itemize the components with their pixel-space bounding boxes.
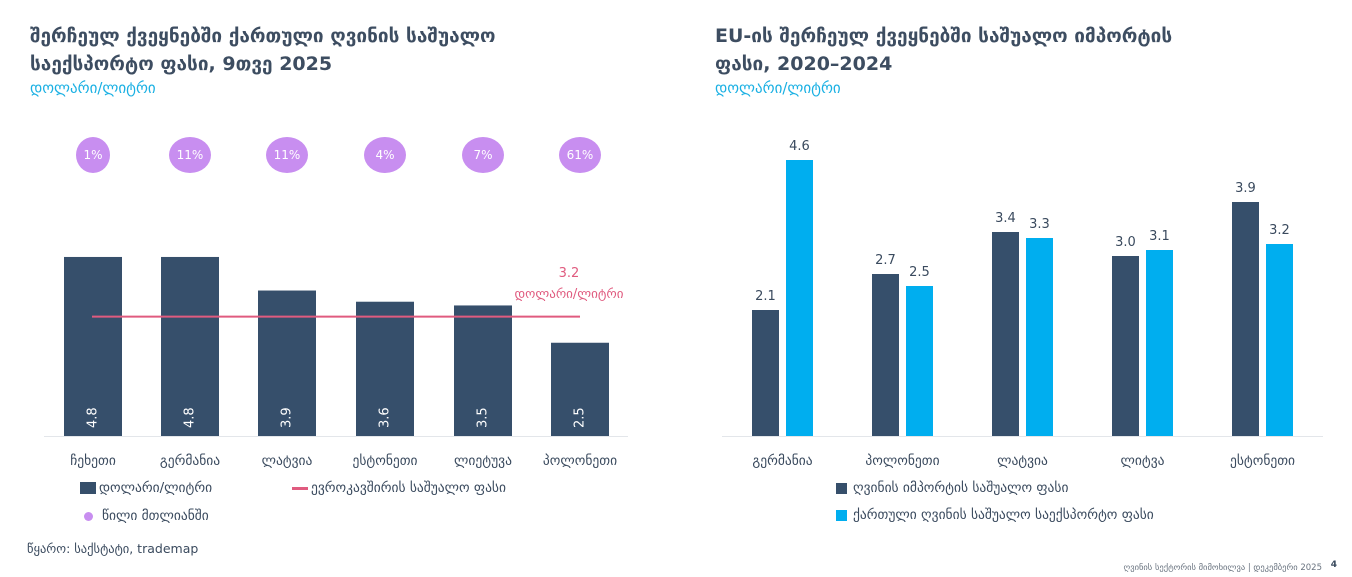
share-bubble-5	[559, 137, 601, 173]
import-price-bar-2	[992, 232, 1019, 436]
right-category-label: ესტონეთი	[1230, 453, 1295, 469]
right-bar-value-label: 2.1	[755, 289, 776, 304]
share-bubble-label: 1%	[83, 148, 102, 162]
left-bar-value-label: 2.5	[573, 407, 588, 428]
import-price-bar-1	[872, 274, 899, 436]
right-legend-series1: ღვინის იმპორტის საშუალო ფასი	[836, 480, 1068, 496]
georgian-export-price-bar-0	[786, 160, 813, 436]
left-chart-title-line1: შერჩეულ ქვეყნებში ქართული ღვინის საშუალო	[30, 25, 496, 47]
left-category-label: გერმანია	[160, 452, 220, 469]
right-legend-series2: ქართული ღვინის საშუალო საექსპორტო ფასი	[836, 507, 1154, 523]
left-bar-value-label: 4.8	[86, 407, 101, 428]
right-bar-value-label: 3.3	[1029, 217, 1050, 232]
left-bar-0	[64, 256, 122, 436]
left-category-label: პოლონეთი	[543, 453, 617, 469]
left-category-label: ჩეხეთი	[70, 453, 116, 469]
share-bubble-4	[462, 137, 504, 173]
share-bubble-0	[76, 137, 110, 173]
left-bar-3	[356, 301, 414, 436]
left-chart-title-line2: საექსპორტო ფასი, 9თვე 2025	[30, 53, 333, 75]
right-bar-value-label: 3.9	[1235, 181, 1256, 196]
import-price-bar-0	[752, 310, 779, 436]
georgian-export-price-bar-1	[906, 286, 933, 436]
right-bar-value-label: 2.7	[875, 253, 896, 268]
share-bubble-label: 4%	[375, 148, 394, 162]
right-bar-value-label: 3.1	[1149, 229, 1170, 244]
left-legend-line: ევროკავშირის საშუალო ფასი	[292, 480, 506, 496]
page-number: 4	[1330, 560, 1337, 570]
left-legend-bubbles-label: წილი მთლიანში	[102, 508, 209, 524]
share-bubble-label: 7%	[473, 148, 492, 162]
left-legend-bars: დოლარი/ლიტრი	[80, 480, 212, 496]
right-bar-value-label: 4.6	[789, 139, 810, 154]
left-bar-5	[551, 342, 609, 436]
right-legend-series2-label: ქართული ღვინის საშუალო საექსპორტო ფასი	[853, 507, 1154, 523]
right-category-label: გერმანია	[752, 452, 812, 469]
left-bar-value-label: 3.6	[378, 407, 393, 428]
right-bar-value-label: 3.4	[995, 211, 1016, 226]
import-price-bar-4	[1232, 202, 1259, 436]
right-chart-subtitle: დოლარი/ლიტრი	[715, 79, 841, 97]
share-bubble-1	[169, 137, 211, 173]
left-chart: 4.8 ჩეხეთი 1% 4.8 გერმანია 11% 3.9 ლატვია 11% 3.6…	[44, 137, 628, 469]
right-bar-value-label: 3.2	[1269, 223, 1290, 238]
purple-dot-swatch-icon	[84, 511, 93, 521]
right-chart-title-line1: EU-ის შერჩეულ ქვეყნებში საშუალო იმპორტის	[715, 25, 1173, 47]
share-bubble-label: 11%	[274, 148, 301, 162]
left-category-label: ესტონეთი	[352, 453, 417, 469]
share-bubble-2	[266, 137, 308, 173]
eu-average-unit-label: დოლარი/ლიტრი	[515, 287, 624, 302]
left-bar-value-label: 4.8	[183, 407, 198, 428]
left-bar-value-label: 3.9	[280, 407, 295, 428]
left-bar-1	[161, 256, 219, 436]
right-chart-title: EU-ის შერჩეულ ქვეყნებში საშუალო იმპორტის…	[715, 22, 1172, 78]
share-bubble-label: 11%	[177, 148, 204, 162]
right-chart: 2.1 4.6 გერმანია 2.7 2.5 პოლონეთი 3.4 3.3 ლატვია…	[722, 139, 1323, 469]
eu-average-value-label: 3.2	[559, 266, 580, 281]
right-chart-title-line2: ფასი, 2020–2024	[715, 53, 893, 75]
georgian-export-price-bar-2	[1026, 238, 1053, 436]
right-legend-series1-label: ღვინის იმპორტის საშუალო ფასი	[853, 480, 1069, 496]
dark-bar-swatch-icon	[836, 482, 847, 494]
left-chart-subtitle: დოლარი/ლიტრი	[30, 79, 156, 97]
left-legend-line-label: ევროკავშირის საშუალო ფასი	[311, 480, 506, 496]
source-note: წყარო: საქსტატი, trademap	[27, 541, 199, 556]
left-bar-4	[454, 305, 512, 436]
dark-bar-swatch-icon	[80, 482, 96, 494]
right-category-label: ლატვია	[997, 453, 1048, 469]
right-bar-value-label: 2.5	[909, 265, 930, 280]
footer-text: ღვინის სექტორის მიმოხილვა | დეკემბერი 20…	[1123, 563, 1322, 573]
share-bubble-3	[364, 137, 406, 173]
left-legend-bars-label: დოლარი/ლიტრი	[99, 480, 213, 496]
georgian-export-price-bar-4	[1266, 244, 1293, 436]
pink-line-swatch-icon	[292, 486, 308, 490]
light-bar-swatch-icon	[836, 509, 847, 521]
left-category-label: ლატვია	[262, 453, 313, 469]
share-bubble-label: 61%	[567, 148, 594, 162]
left-bar-value-label: 3.5	[476, 407, 491, 428]
left-category-label: ლიეტუვა	[454, 453, 512, 469]
left-chart-title: შერჩეულ ქვეყნებში ქართული ღვინის საშუალო…	[30, 22, 496, 78]
georgian-export-price-bar-3	[1146, 250, 1173, 436]
right-bar-value-label: 3.0	[1115, 235, 1136, 250]
right-category-label: პოლონეთი	[865, 453, 939, 469]
left-bar-2	[258, 290, 316, 436]
left-legend-bubbles: წილი მთლიანში	[81, 508, 209, 524]
import-price-bar-3	[1112, 256, 1139, 436]
right-category-label: ლიტვა	[1121, 453, 1165, 469]
